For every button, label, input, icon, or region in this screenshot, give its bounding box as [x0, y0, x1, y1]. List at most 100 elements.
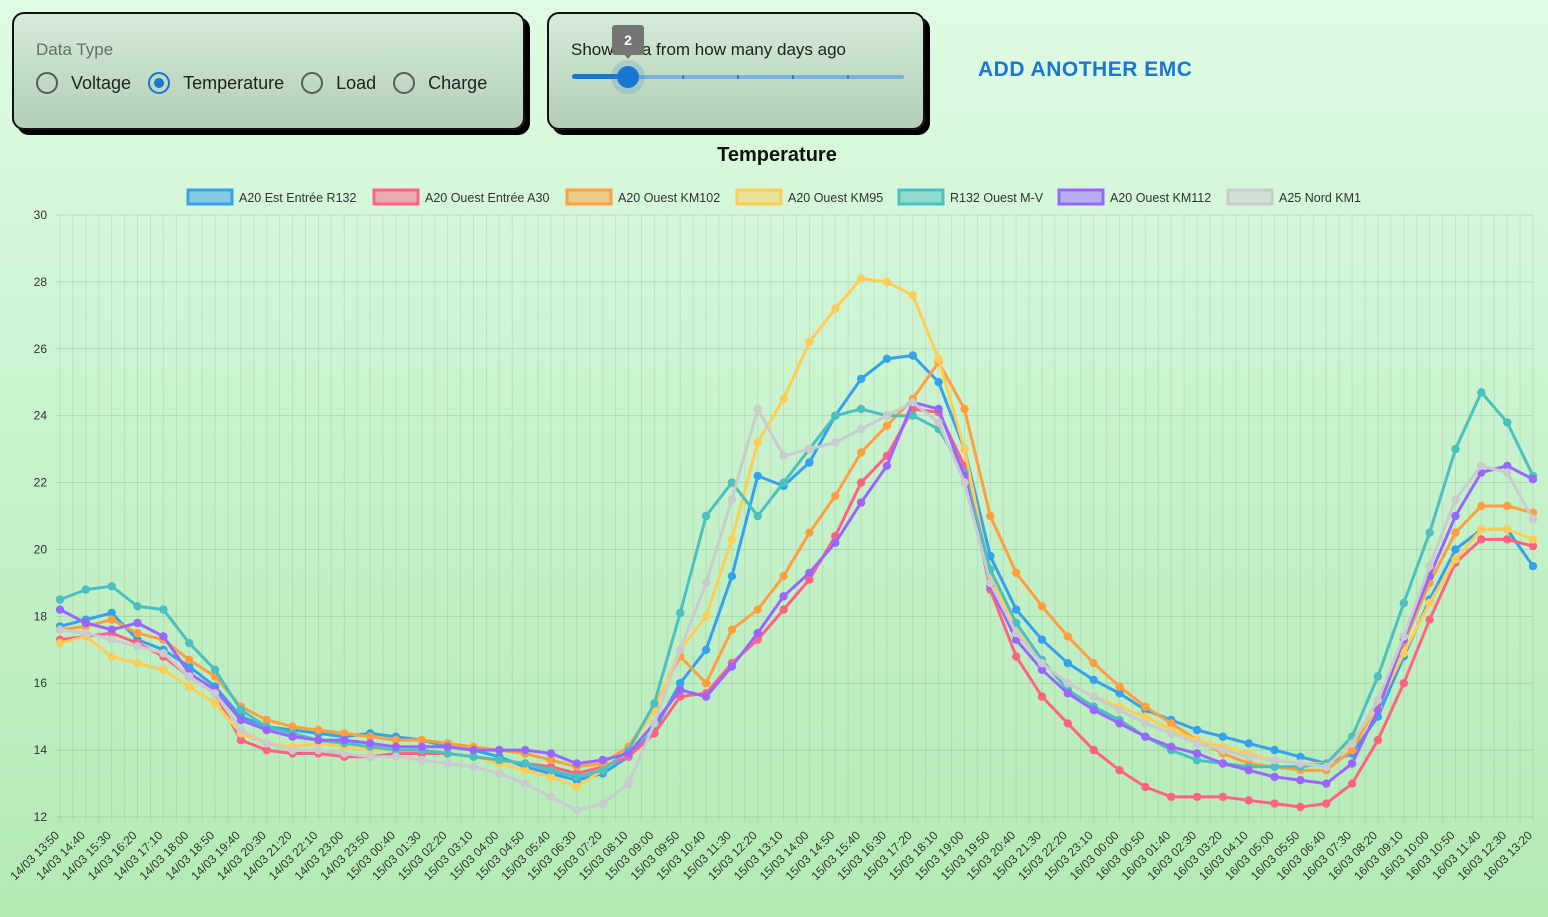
- data-point: [1218, 745, 1228, 755]
- series-line: [59, 354, 1535, 782]
- data-point: [1347, 739, 1357, 748]
- data-point: [262, 745, 271, 755]
- data-point: [1451, 555, 1460, 564]
- legend-label: A20 Ouest Entrée A30: [425, 191, 549, 205]
- data-point: [1167, 792, 1176, 802]
- data-point: [598, 755, 607, 765]
- series-line: [59, 407, 1534, 809]
- data-point: [779, 572, 788, 581]
- data-point: [314, 725, 323, 735]
- data-point: [701, 578, 711, 588]
- data-point: [1141, 732, 1150, 741]
- data-point: [55, 625, 65, 634]
- data-point: [1115, 766, 1124, 775]
- data-point: [546, 749, 556, 758]
- data-point: [107, 625, 116, 634]
- data-point: [701, 645, 711, 654]
- data-point: [934, 418, 943, 427]
- data-point: [1399, 679, 1409, 688]
- slider-value-tooltip: 2: [612, 25, 644, 59]
- data-point: [1115, 719, 1124, 728]
- data-point: [1451, 511, 1460, 521]
- data-point: [856, 374, 866, 384]
- data-point: [727, 478, 737, 487]
- data-point: [960, 404, 969, 414]
- data-point: [107, 635, 116, 644]
- slider-thumb[interactable]: [617, 66, 639, 88]
- radio-voltage[interactable]: Voltage: [36, 72, 131, 94]
- radio-circle-icon[interactable]: [36, 72, 58, 94]
- data-point: [598, 766, 607, 775]
- data-point: [908, 291, 917, 300]
- data-point: [779, 394, 788, 404]
- y-tick-label: 24: [34, 409, 48, 423]
- data-point: [443, 759, 452, 768]
- radio-checked-icon[interactable]: [148, 72, 171, 94]
- data-point: [365, 752, 375, 761]
- data-point: [1528, 535, 1538, 544]
- data-point: [288, 732, 297, 741]
- radio-charge[interactable]: Charge: [393, 72, 487, 94]
- data-point: [1270, 745, 1279, 755]
- series-line: [59, 360, 1534, 772]
- add-another-emc-button[interactable]: ADD ANOTHER EMC: [978, 58, 1193, 81]
- slider-track[interactable]: [572, 74, 627, 79]
- chart-grid: [55, 214, 1534, 822]
- data-point: [1399, 648, 1409, 658]
- data-point: [779, 592, 788, 601]
- data-point: [753, 404, 762, 414]
- data-point: [546, 772, 556, 782]
- radio-temperature[interactable]: Temperature: [148, 72, 284, 94]
- data-point: [805, 337, 814, 347]
- radio-circle-icon[interactable]: [393, 72, 416, 94]
- data-point: [1063, 659, 1073, 668]
- data-point: [55, 605, 65, 614]
- data-point: [831, 438, 840, 447]
- data-point: [1037, 659, 1047, 668]
- y-tick-label: 20: [34, 542, 48, 556]
- data-point: [1528, 475, 1538, 484]
- data-point: [934, 354, 943, 363]
- radio-load[interactable]: Load: [301, 72, 376, 94]
- data-point: [1373, 735, 1383, 745]
- data-point: [495, 755, 504, 765]
- data-point: [779, 478, 788, 487]
- data-point: [185, 638, 194, 648]
- data-point: [1244, 752, 1253, 761]
- data-point: [1503, 501, 1512, 511]
- data-point: [727, 495, 737, 504]
- y-tick-label: 16: [34, 676, 48, 690]
- data-point: [546, 792, 556, 802]
- data-point: [701, 679, 711, 688]
- data-point: [753, 438, 762, 447]
- data-point: [159, 665, 168, 674]
- series-line: [59, 400, 1534, 786]
- data-point: [727, 625, 737, 634]
- data-point: [1012, 618, 1021, 628]
- slider-mark: [737, 75, 739, 79]
- data-point: [1115, 705, 1124, 715]
- data-point: [236, 705, 246, 715]
- data-point: [546, 766, 556, 775]
- data-point: [1012, 605, 1021, 614]
- data-point: [805, 568, 814, 578]
- radio-circle-icon[interactable]: [301, 72, 324, 94]
- data-point: [856, 498, 866, 507]
- data-point: [1063, 632, 1073, 641]
- data-point: [908, 411, 917, 420]
- data-point: [1115, 689, 1124, 698]
- legend-swatch: [565, 188, 613, 206]
- data-point: [391, 752, 401, 761]
- data-point: [831, 491, 840, 501]
- data-point: [469, 752, 478, 761]
- data-point: [1477, 501, 1486, 511]
- data-point: [753, 511, 762, 521]
- data-point: [236, 725, 246, 735]
- data-point: [1244, 766, 1253, 775]
- data-point: [1477, 535, 1486, 544]
- data-point: [882, 411, 892, 420]
- data-point: [1141, 782, 1150, 792]
- data-point: [1528, 562, 1538, 571]
- data-point: [107, 608, 116, 618]
- data-point: [1322, 762, 1331, 771]
